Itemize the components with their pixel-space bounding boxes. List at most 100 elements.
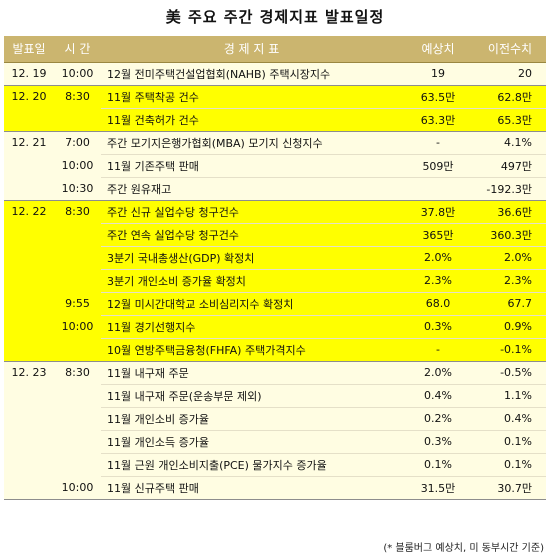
row-expected: 2.3% xyxy=(402,269,474,293)
table-row: 12. 22 8:30 주간 신규 실업수당 청구건수 37.8만 36.6만 xyxy=(4,200,546,224)
economic-calendar-table: 발표일 시 간 경 제 지 표 예상치 이전수치 12. 19 10:00 12월 … xyxy=(4,36,546,500)
row-time: 10:00 xyxy=(54,315,101,338)
row-indicator: 주간 모기지은행가협회(MBA) 모기지 신청지수 xyxy=(101,131,402,155)
row-previous: -192.3만 xyxy=(474,177,546,201)
row-time xyxy=(54,223,101,246)
table-row: 10:00 11월 경기선행지수 0.3% 0.9% xyxy=(4,315,546,339)
row-date: 12. 19 xyxy=(4,62,54,86)
table-row: 10:30 주간 원유재고 -192.3만 xyxy=(4,177,546,201)
row-date: 12. 21 xyxy=(4,131,54,154)
row-date xyxy=(4,292,54,315)
header-time: 시 간 xyxy=(54,36,101,63)
row-indicator: 3분기 개인소비 증가율 확정치 xyxy=(101,269,402,293)
table-row: 11월 개인소득 증가율 0.3% 0.1% xyxy=(4,430,546,454)
row-indicator: 11월 기존주택 판매 xyxy=(101,154,402,178)
row-indicator: 11월 내구재 주문(운송부문 제외) xyxy=(101,384,402,408)
row-date xyxy=(4,453,54,476)
header-indicator: 경 제 지 표 xyxy=(101,36,402,63)
header-previous: 이전수치 xyxy=(474,36,546,63)
row-date xyxy=(4,177,54,201)
row-date: 12. 23 xyxy=(4,361,54,384)
row-date xyxy=(4,384,54,407)
row-expected: 2.0% xyxy=(402,361,474,385)
table-row: 3분기 개인소비 증가율 확정치 2.3% 2.3% xyxy=(4,269,546,293)
row-expected: 0.4% xyxy=(402,384,474,408)
row-expected: - xyxy=(402,131,474,155)
row-previous: 497만 xyxy=(474,154,546,178)
row-date xyxy=(4,154,54,177)
header-date: 발표일 xyxy=(4,36,54,63)
row-indicator: 3분기 국내총생산(GDP) 확정치 xyxy=(101,246,402,270)
row-time xyxy=(54,407,101,430)
row-expected: 0.1% xyxy=(402,453,474,477)
row-indicator: 12월 미시간대학교 소비심리지수 확정치 xyxy=(101,292,402,316)
table-row: 11월 근원 개인소비지출(PCE) 물가지수 증가율 0.1% 0.1% xyxy=(4,453,546,477)
table-row: 10월 연방주택금융청(FHFA) 주택가격지수 - -0.1% xyxy=(4,338,546,362)
row-indicator: 주간 연속 실업수당 청구건수 xyxy=(101,223,402,247)
row-time xyxy=(54,269,101,292)
row-expected: 37.8만 xyxy=(402,200,474,224)
row-date: 12. 20 xyxy=(4,85,54,108)
row-indicator: 10월 연방주택금융청(FHFA) 주택가격지수 xyxy=(101,338,402,362)
row-previous: 2.0% xyxy=(474,246,546,270)
row-time: 8:30 xyxy=(54,361,101,384)
row-expected: 19 xyxy=(402,62,474,86)
row-time: 10:00 xyxy=(54,154,101,177)
row-time: 8:30 xyxy=(54,85,101,108)
row-expected: 31.5만 xyxy=(402,476,474,500)
row-previous: 20 xyxy=(474,62,546,86)
row-previous: 0.4% xyxy=(474,407,546,431)
table-row: 12. 21 7:00 주간 모기지은행가협회(MBA) 모기지 신청지수 -4.1% xyxy=(4,131,546,155)
row-expected: 0.3% xyxy=(402,315,474,339)
table-row: 11월 개인소비 증가율 0.2% 0.4% xyxy=(4,407,546,431)
row-time xyxy=(54,453,101,476)
row-indicator: 12월 전미주택건설업협회(NAHB) 주택시장지수 xyxy=(101,62,402,86)
row-time: 8:30 xyxy=(54,200,101,223)
table-header-row: 발표일 시 간 경 제 지 표 예상치 이전수치 xyxy=(4,36,546,63)
row-previous: 0.1% xyxy=(474,430,546,454)
row-previous: 67.7 xyxy=(474,292,546,316)
row-date xyxy=(4,246,54,269)
page-title: 美 주요 주간 경제지표 발표일정 xyxy=(165,8,385,26)
row-expected: 0.3% xyxy=(402,430,474,454)
table-row: 10:00 11월 신규주택 판매 31.5만 30.7만 xyxy=(4,476,546,500)
row-indicator: 주간 원유재고 xyxy=(101,177,402,201)
header-expected: 예상치 xyxy=(402,36,474,63)
row-time: 10:00 xyxy=(54,62,101,86)
row-indicator: 11월 주택착공 건수 xyxy=(101,85,402,109)
row-indicator: 11월 개인소비 증가율 xyxy=(101,407,402,431)
row-indicator: 11월 경기선행지수 xyxy=(101,315,402,339)
table-row: 10:00 11월 기존주택 판매 509만 497만 xyxy=(4,154,546,178)
row-previous: 4.1% xyxy=(474,131,546,155)
row-expected: 68.0 xyxy=(402,292,474,316)
table-row: 11월 내구재 주문(운송부문 제외) 0.4% 1.1% xyxy=(4,384,546,408)
row-previous: 65.3만 xyxy=(474,108,546,132)
row-previous: 1.1% xyxy=(474,384,546,408)
table-row: 9:55 12월 미시간대학교 소비심리지수 확정치 68.0 67.7 xyxy=(4,292,546,316)
row-time: 10:00 xyxy=(54,476,101,500)
row-indicator: 주간 신규 실업수당 청구건수 xyxy=(101,200,402,224)
row-time xyxy=(54,108,101,132)
table-row: 11월 건축허가 건수 63.3만 65.3만 xyxy=(4,108,546,132)
row-time xyxy=(54,430,101,453)
table-row: 주간 연속 실업수당 청구건수 365만 360.3만 xyxy=(4,223,546,247)
table-row: 3분기 국내총생산(GDP) 확정치 2.0% 2.0% xyxy=(4,246,546,270)
row-expected: 63.3만 xyxy=(402,108,474,132)
table-row: 12. 19 10:00 12월 전미주택건설업협회(NAHB) 주택시장지수 19 2… xyxy=(4,62,546,86)
row-previous: 36.6만 xyxy=(474,200,546,224)
row-expected: 509만 xyxy=(402,154,474,178)
row-indicator: 11월 신규주택 판매 xyxy=(101,476,402,500)
row-previous: -0.5% xyxy=(474,361,546,385)
row-expected: 0.2% xyxy=(402,407,474,431)
row-date xyxy=(4,407,54,430)
row-previous: 62.8만 xyxy=(474,85,546,109)
row-time: 10:30 xyxy=(54,177,101,201)
row-date xyxy=(4,430,54,453)
row-expected: - xyxy=(402,338,474,362)
row-date xyxy=(4,315,54,338)
row-time: 7:00 xyxy=(54,131,101,154)
row-indicator: 11월 건축허가 건수 xyxy=(101,108,402,132)
row-time xyxy=(54,246,101,269)
row-date xyxy=(4,223,54,246)
row-time xyxy=(54,338,101,362)
